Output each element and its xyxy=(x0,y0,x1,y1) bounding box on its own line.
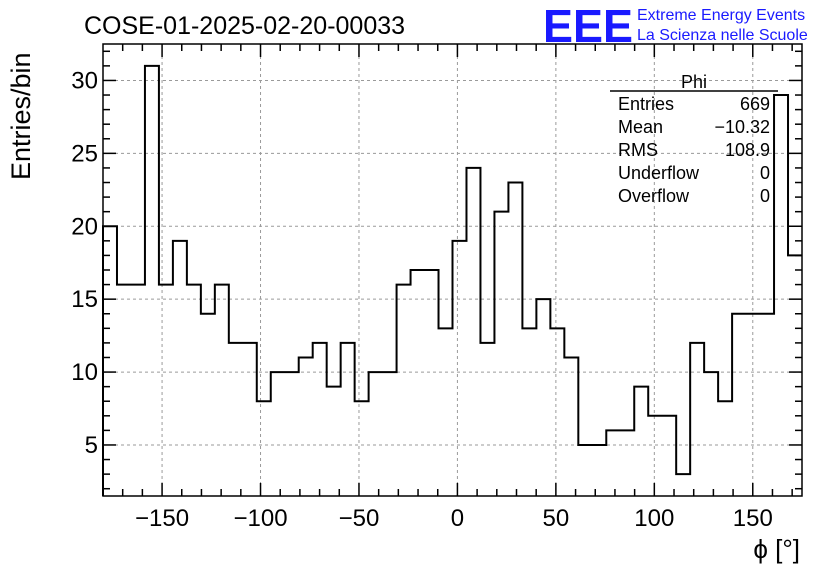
histogram-bin xyxy=(676,474,690,496)
histogram-bin xyxy=(578,445,592,496)
stats-row-label: Entries xyxy=(618,94,674,114)
x-axis-label: ϕ [°] xyxy=(753,534,800,564)
chart-title: COSE-01-2025-02-20-00033 xyxy=(84,12,405,40)
histogram-bin xyxy=(648,416,662,496)
histogram-bin xyxy=(411,270,425,496)
histogram-bin xyxy=(327,387,341,496)
x-tick-label: 0 xyxy=(451,505,464,532)
histogram-bin xyxy=(704,372,718,496)
histogram-bin xyxy=(439,328,453,496)
histogram-bin xyxy=(257,401,271,496)
x-tick-label: −50 xyxy=(339,505,380,532)
histogram-bin xyxy=(606,430,620,496)
y-tick-label: 20 xyxy=(71,213,98,240)
histogram-bin xyxy=(620,430,634,496)
histogram-bin xyxy=(173,241,187,496)
stats-row-label: RMS xyxy=(618,140,658,160)
x-tick-label: −100 xyxy=(233,505,287,532)
histogram-bin xyxy=(494,212,508,496)
y-axis-label: Entries/bin xyxy=(6,52,36,180)
stats-row-value: 0 xyxy=(760,186,770,206)
histogram-bin xyxy=(145,66,159,496)
histogram-bin xyxy=(550,328,564,496)
x-tick-label: −150 xyxy=(135,505,189,532)
histogram-bin xyxy=(341,343,355,496)
histogram-bin xyxy=(746,314,760,496)
y-tick-label: 15 xyxy=(71,286,98,313)
y-tick-label: 30 xyxy=(71,67,98,94)
histogram-bin xyxy=(313,343,327,496)
y-tick-label: 10 xyxy=(71,359,98,386)
stats-row-value: 108.9 xyxy=(725,140,770,160)
stats-row-value: 0 xyxy=(760,163,770,183)
logo-line-2: La Scienza nelle Scuole xyxy=(637,27,808,44)
stats-rows: Entries 669 Mean −10.32 RMS 108.9 Underflow 0 Ov… xyxy=(618,94,770,206)
histogram-bin xyxy=(187,285,201,496)
histogram-bin xyxy=(732,314,746,496)
histogram-bin xyxy=(397,285,411,496)
histogram-bin xyxy=(201,314,215,496)
stats-row-label: Overflow xyxy=(618,186,690,206)
histogram-bin xyxy=(215,285,229,496)
histogram-bin xyxy=(634,387,648,496)
y-tick-label: 25 xyxy=(71,140,98,167)
histogram-bin xyxy=(592,445,606,496)
histogram-bin xyxy=(285,372,299,496)
histogram-bin xyxy=(229,343,243,496)
y-tick-label: 5 xyxy=(85,432,98,459)
histogram-bin xyxy=(760,314,774,496)
histogram-bin xyxy=(522,328,536,496)
histogram-bin xyxy=(718,401,732,496)
stats-row-label: Mean xyxy=(618,117,663,137)
histogram-bin xyxy=(662,416,676,496)
histogram-bin xyxy=(480,343,494,496)
histogram-bin xyxy=(508,183,522,496)
histogram-bin xyxy=(774,95,788,496)
histogram-bin xyxy=(369,372,383,496)
histogram-bin xyxy=(564,357,578,496)
histogram-bin xyxy=(453,241,467,496)
histogram-bin xyxy=(299,357,313,496)
stats-row-label: Underflow xyxy=(618,163,700,183)
x-tick-label: 150 xyxy=(733,505,773,532)
stats-row-value: −10.32 xyxy=(714,117,770,137)
stats-box: Phi Entries 669 Mean −10.32 RMS 108.9 Underflo… xyxy=(610,72,778,206)
histogram-bin xyxy=(355,401,369,496)
stats-title: Phi xyxy=(681,72,707,92)
histogram-bin xyxy=(131,285,145,496)
histogram-bin xyxy=(103,226,117,496)
x-tick-label: 50 xyxy=(543,505,570,532)
logo-line-1: Extreme Energy Events xyxy=(637,7,805,24)
histogram-bin xyxy=(690,343,704,496)
histogram-bin xyxy=(117,285,131,496)
stats-row-value: 669 xyxy=(740,94,770,114)
x-ticks: −150 −100 −50 0 50 100 150 xyxy=(121,44,793,532)
y-ticks: 5 10 15 20 25 30 xyxy=(71,50,802,490)
logo: EEE Extreme Energy Events La Scienza nel… xyxy=(543,0,808,52)
histogram-bin xyxy=(425,270,439,496)
histogram-bin xyxy=(536,299,550,496)
x-tick-label: 100 xyxy=(634,505,674,532)
histogram-bin xyxy=(159,285,173,496)
histogram-bin xyxy=(383,372,397,496)
histogram-bin xyxy=(466,168,480,496)
histogram-outline xyxy=(102,64,802,496)
histogram-bin xyxy=(271,372,285,496)
histogram-bin xyxy=(243,343,257,496)
